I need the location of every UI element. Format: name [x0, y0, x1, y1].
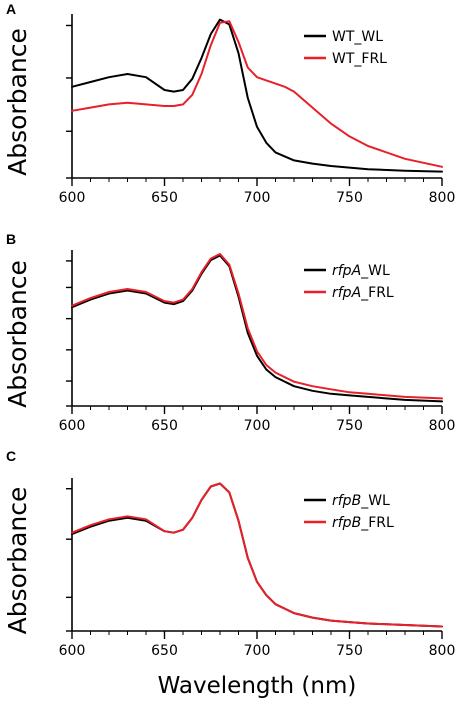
y-axis-label: Absorbance	[3, 28, 32, 176]
x-tick-label: 700	[244, 418, 271, 434]
x-tick-label: 750	[336, 418, 363, 434]
series-line-wt-wl	[71, 18, 443, 173]
legend-entry: WT_FRL	[332, 51, 387, 67]
legend-entry: WT_WL	[332, 29, 383, 45]
legend-entry: rfpB_WL	[332, 493, 390, 509]
x-tick-label: 600	[59, 190, 86, 206]
x-tick-label: 650	[151, 190, 178, 206]
y-axis-label: Absorbance	[3, 260, 32, 408]
legend-entry: rfpB_FRL	[332, 515, 394, 531]
panel-c: C Absorbance 600 650 700 750 800 rfpB_WL rfpB_FR…	[3, 448, 455, 659]
panel-letter: C	[6, 448, 16, 464]
series-line-wt-frl	[71, 20, 443, 168]
x-tick-label: 800	[429, 418, 456, 434]
x-tick-label: 800	[429, 643, 456, 659]
x-tick-label: 800	[429, 190, 456, 206]
legend-entry: rfpA_WL	[332, 263, 390, 279]
series-line-rfpb-frl	[71, 482, 443, 628]
panel-b: B Absorbance 600 650 700 750 800 rfpA_WL rfpA_FR…	[3, 231, 455, 434]
panel-a: A Absorbance 600 650 700 750 800 WT_WL WT_FRL	[3, 1, 455, 206]
x-axis-label: Wavelength (nm)	[158, 673, 357, 699]
legend-entry: rfpA_FRL	[332, 285, 394, 301]
x-tick-label: 600	[59, 418, 86, 434]
x-tick-label: 700	[244, 190, 271, 206]
x-tick-label: 700	[244, 643, 271, 659]
y-axis-label: Absorbance	[3, 487, 32, 635]
x-tick-label: 650	[151, 418, 178, 434]
x-tick-label: 650	[151, 643, 178, 659]
series-line-rfpa-frl	[71, 253, 443, 400]
panel-letter: A	[6, 1, 16, 17]
panel-letter: B	[6, 231, 16, 247]
x-tick-label: 750	[336, 190, 363, 206]
x-tick-label: 750	[336, 643, 363, 659]
x-tick-label: 600	[59, 643, 86, 659]
